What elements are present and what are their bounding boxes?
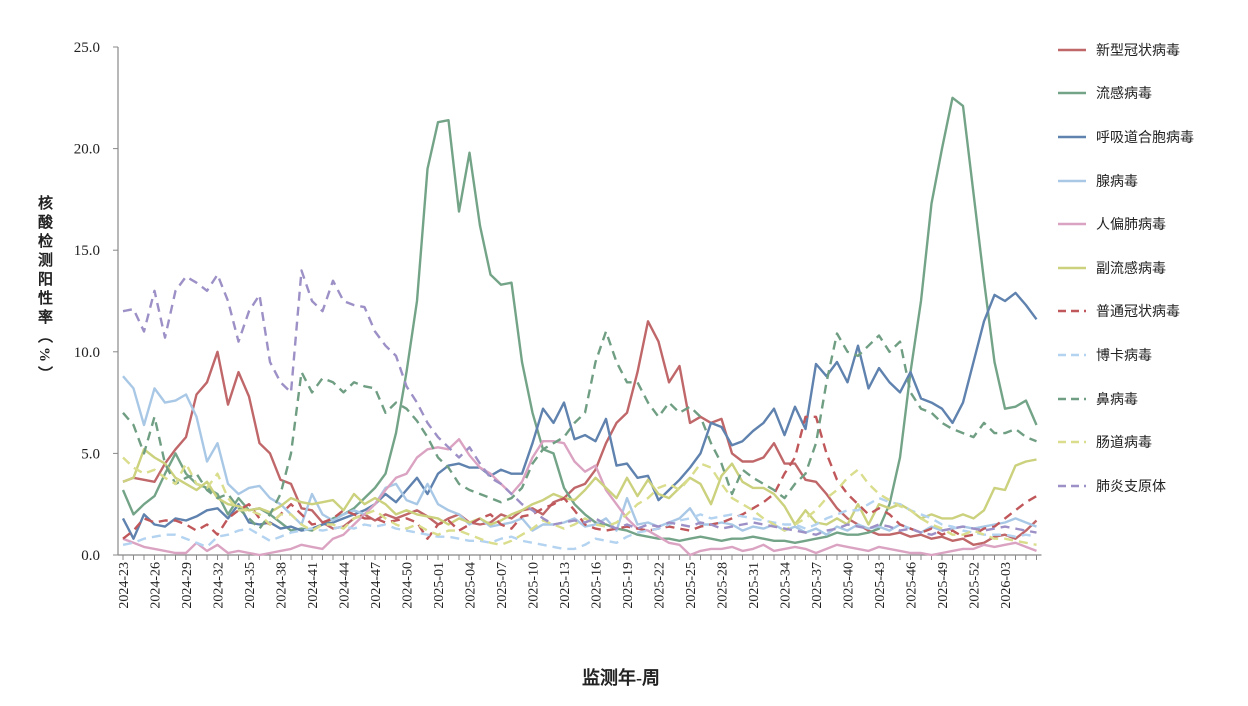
y-tick-label: 0.0 xyxy=(81,548,100,564)
x-tick-label: 2025-16 xyxy=(590,562,605,609)
x-tick-label: 2025-37 xyxy=(810,562,825,609)
y-tick-label: 20.0 xyxy=(74,142,100,158)
x-tick-label: 2025-04 xyxy=(464,562,479,609)
legend-swatch xyxy=(1058,135,1086,139)
legend-label: 副流感病毒 xyxy=(1096,261,1166,277)
legend-swatch xyxy=(1058,484,1086,487)
x-tick-label: 2025-52 xyxy=(968,562,983,609)
series-line-7 xyxy=(122,496,1037,551)
x-tick-label: 2025-10 xyxy=(527,562,542,609)
x-tick-label: 2026-03 xyxy=(999,562,1014,609)
series-line-9 xyxy=(122,456,1037,546)
legend-item: 鼻病毒 xyxy=(1058,377,1194,421)
x-tick-label: 2025-28 xyxy=(716,562,731,609)
x-tick-label: 2025-46 xyxy=(905,562,920,609)
series-lines xyxy=(121,96,1038,557)
legend-item: 新型冠状病毒 xyxy=(1058,28,1194,72)
x-tick-label: 2024-41 xyxy=(306,562,321,609)
legend-label: 肺炎支原体 xyxy=(1096,479,1166,495)
x-tick-label: 2025-19 xyxy=(621,562,636,609)
legend-swatch xyxy=(1058,48,1086,51)
legend-label: 呼吸道合胞病毒 xyxy=(1096,130,1194,146)
series-line-5 xyxy=(122,448,1037,526)
legend-swatch xyxy=(1058,440,1086,444)
legend-item: 呼吸道合胞病毒 xyxy=(1058,115,1194,159)
x-tick-label: 2024-26 xyxy=(149,562,164,609)
legend-label: 博卡病毒 xyxy=(1096,348,1152,364)
x-axis-label-text: 监测年-周 xyxy=(582,668,660,688)
x-tick-label: 2025-22 xyxy=(653,562,668,609)
legend-label: 流感病毒 xyxy=(1096,87,1152,103)
legend-label: 人偏肺病毒 xyxy=(1096,218,1166,234)
legend-swatch xyxy=(1058,397,1086,400)
y-tick-label: 25.0 xyxy=(74,40,100,56)
legend-swatch xyxy=(1058,353,1086,357)
x-tick-label: 2024-32 xyxy=(212,562,227,609)
legend-item: 流感病毒 xyxy=(1058,72,1194,116)
y-axis-label: 核酸检测阳性率（%） xyxy=(36,195,52,385)
series-line-4 xyxy=(122,438,1037,557)
legend-label: 普通冠状病毒 xyxy=(1096,305,1180,321)
x-tick-label: 2025-49 xyxy=(936,562,951,609)
axes: 0.0 5.0 10.0 15.0 20.0 25.0 2024-23 2024-26 2024… xyxy=(74,40,1042,609)
series-line-10 xyxy=(122,269,1037,536)
x-tick-label: 2024-38 xyxy=(275,562,290,609)
y-tick-label: 5.0 xyxy=(81,446,100,462)
legend: 新型冠状病毒 流感病毒呼吸道合胞病毒 腺病毒人偏肺病毒副流感病毒普通冠状病毒 博卡病毒… xyxy=(1058,28,1194,508)
y-tick-label: 10.0 xyxy=(74,345,100,361)
x-tick-label: 2024-23 xyxy=(117,562,132,609)
series-line-1 xyxy=(121,96,1038,544)
legend-item: 肠道病毒 xyxy=(1058,420,1194,464)
legend-swatch xyxy=(1058,222,1086,226)
x-tick-label: 2025-25 xyxy=(684,562,699,609)
x-tick-label: 2024-44 xyxy=(338,562,353,609)
legend-label: 肠道病毒 xyxy=(1096,436,1152,452)
legend-item: 腺病毒 xyxy=(1058,159,1194,203)
legend-item: 博卡病毒 xyxy=(1058,333,1194,377)
x-tick-label: 2025-13 xyxy=(558,562,573,609)
legend-swatch xyxy=(1058,266,1086,269)
legend-item: 副流感病毒 xyxy=(1058,246,1194,290)
x-tick-label: 2025-01 xyxy=(432,562,447,609)
legend-item: 人偏肺病毒 xyxy=(1058,202,1194,246)
legend-label: 腺病毒 xyxy=(1096,174,1138,190)
series-line-2 xyxy=(121,291,1038,540)
x-tick-label: 2025-34 xyxy=(779,562,794,609)
legend-swatch xyxy=(1058,92,1086,95)
x-tick-label: 2024-47 xyxy=(369,562,384,609)
series-line-6 xyxy=(122,415,1038,540)
legend-item: 普通冠状病毒 xyxy=(1058,290,1194,334)
x-tick-label: 2025-43 xyxy=(873,562,888,609)
series-line-0 xyxy=(122,320,1038,546)
series-line-8 xyxy=(122,330,1037,530)
y-tick-label: 15.0 xyxy=(74,243,100,259)
x-axis-label: 监测年-周 xyxy=(0,664,1248,690)
x-tick-label: 2024-29 xyxy=(180,562,195,609)
legend-label: 新型冠状病毒 xyxy=(1096,43,1180,59)
x-tick-label: 2025-31 xyxy=(747,562,762,609)
x-tick-label: 2025-07 xyxy=(495,562,510,609)
series-line-3 xyxy=(122,375,1037,536)
x-tick-label: 2024-50 xyxy=(401,562,416,609)
legend-swatch xyxy=(1058,310,1086,313)
legend-label: 鼻病毒 xyxy=(1096,392,1138,408)
x-tick-label: 2025-40 xyxy=(842,562,857,609)
legend-swatch xyxy=(1058,179,1086,182)
x-tick-label: 2024-35 xyxy=(243,562,258,609)
legend-item: 肺炎支原体 xyxy=(1058,464,1194,508)
